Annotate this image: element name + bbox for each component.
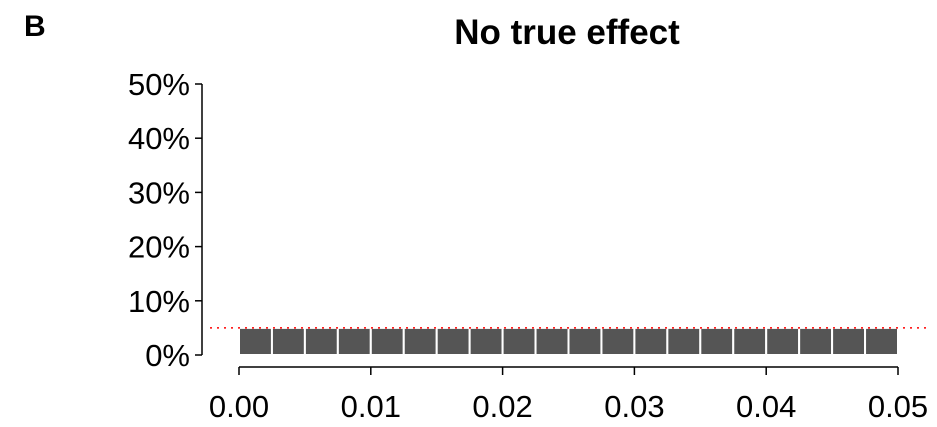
y-tick-label: 30% <box>128 175 190 210</box>
x-tick-label: 0.02 <box>472 389 532 422</box>
x-tick-label: 0.03 <box>604 389 664 422</box>
histogram-bar <box>567 326 603 356</box>
histogram-bar <box>336 326 372 356</box>
histogram-bar <box>831 326 867 356</box>
y-axis: 0% 10% 20% 30% 40% 50% <box>128 67 203 373</box>
histogram-bar <box>501 326 537 356</box>
histogram-bar <box>534 326 570 356</box>
histogram-bar <box>270 326 306 356</box>
x-tick-label: 0.05 <box>868 389 928 422</box>
y-tick-label: 40% <box>128 121 190 156</box>
histogram-bar <box>600 326 636 356</box>
histogram-bar <box>238 326 273 356</box>
x-axis: 0.00 0.01 0.02 0.03 0.04 0.05 <box>209 366 928 424</box>
histogram-bar <box>369 326 405 356</box>
chart-title: No true effect <box>454 13 680 52</box>
y-tick-label: 20% <box>128 230 190 265</box>
histogram-bar <box>633 326 669 356</box>
x-tick-label: 0.04 <box>736 389 796 422</box>
histogram-bar <box>435 326 471 356</box>
y-tick-label: 50% <box>128 67 190 102</box>
bars-layer <box>238 326 899 356</box>
x-tick-label: 0.00 <box>209 389 269 422</box>
histogram-bar <box>732 326 768 356</box>
y-tick-label: 10% <box>128 284 190 319</box>
histogram-bar <box>798 326 834 356</box>
histogram-bar <box>468 326 504 356</box>
histogram-bar <box>303 326 339 356</box>
histogram-bar <box>864 326 899 356</box>
histogram-bar <box>402 326 438 356</box>
panel-label: B <box>24 10 46 43</box>
x-tick-label: 0.01 <box>341 389 401 422</box>
histogram-bar <box>699 326 735 356</box>
histogram-bar <box>666 326 702 356</box>
y-tick-label: 0% <box>145 338 190 373</box>
histogram-bar <box>765 326 801 356</box>
